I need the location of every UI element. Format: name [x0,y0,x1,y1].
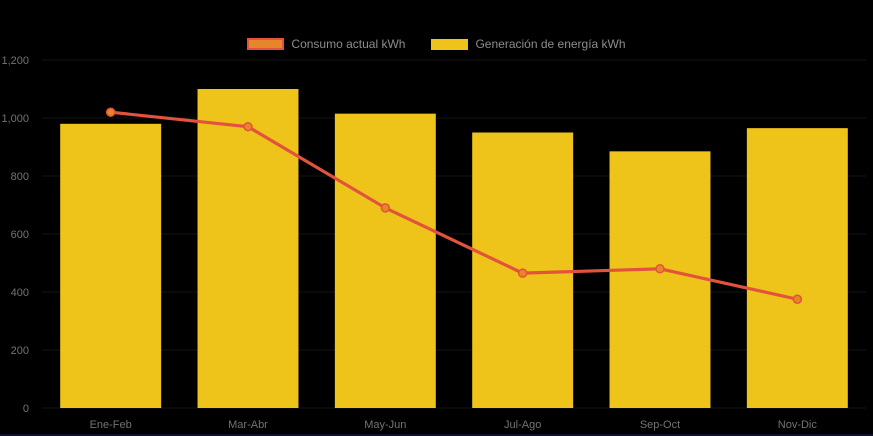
line-point-Jul-Ago[interactable] [517,268,528,278]
legend-item-generacion-energia[interactable]: Generación de energía kWh [431,37,626,51]
line-point-Ene-Feb[interactable] [105,107,116,117]
y-axis-label: 0 [23,403,29,415]
y-axis-label: 800 [11,171,29,183]
line-point-Mar-Abr[interactable] [243,121,253,132]
x-axis-label-Ene-Feb: Ene-Feb [90,419,132,431]
consumption-line [109,110,799,301]
y-axis-label: 1,000 [1,113,29,125]
line-point-Sep-Oct[interactable] [655,264,665,274]
bar-Mar-Abr[interactable] [197,89,299,408]
line-point-Nov-Dic[interactable] [792,294,803,304]
bar-May-Jun[interactable] [334,113,436,409]
x-axis-label-Nov-Dic: Nov-Dic [778,419,818,431]
y-axis-label: 200 [11,345,29,357]
x-axis-label-Jul-Ago: Jul-Ago [504,419,541,431]
legend-label-generacion-energia: Generación de energía kWh [475,37,626,51]
x-axis-label-May-Jun: May-Jun [364,419,406,431]
legend-swatch-bar [431,38,469,50]
legend-item-consumo-actual[interactable]: Consumo actual kWh [247,37,405,51]
line-point-May-Jun[interactable] [380,203,391,213]
legend-swatch-line [247,38,285,50]
chart-legend: Consumo actual kWh Generación de energía… [0,36,873,52]
bar-Sep-Oct[interactable] [609,151,711,408]
bottom-edge-line [0,434,873,436]
y-axis-label: 400 [11,287,29,299]
y-axis-label: 600 [11,229,29,241]
y-axis-label: 1,200 [1,55,29,67]
bar-Nov-Dic[interactable] [746,128,848,408]
legend-label-consumo-actual: Consumo actual kWh [291,37,406,51]
x-axis-label-Mar-Abr: Mar-Abr [228,419,268,431]
x-axis-label-Sep-Oct: Sep-Oct [640,419,680,431]
bar-Ene-Feb[interactable] [60,123,162,409]
